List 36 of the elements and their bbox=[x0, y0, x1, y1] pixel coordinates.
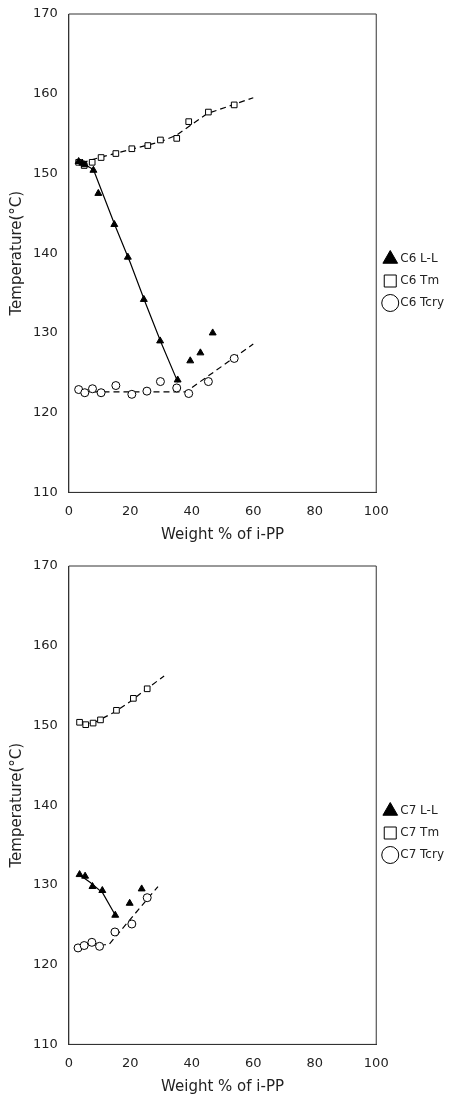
y-tick-label: 160 bbox=[32, 637, 58, 653]
x-tick-label: 0 bbox=[64, 502, 73, 518]
x-tick-label: 80 bbox=[306, 502, 324, 518]
x-tick-label: 0 bbox=[64, 1054, 73, 1070]
x-tick-label: 60 bbox=[245, 1054, 262, 1070]
y-tick-label: 170 bbox=[32, 557, 58, 573]
y-tick-label: 120 bbox=[32, 956, 58, 972]
legend-label: C6 L-L bbox=[400, 251, 438, 266]
x-axis-title: Weight % of i-PP bbox=[161, 524, 285, 543]
x-tick-label: 80 bbox=[306, 1054, 324, 1070]
y-tick-label: 140 bbox=[32, 796, 58, 812]
y-tick-label: 150 bbox=[32, 164, 58, 180]
y-tick-label: 160 bbox=[32, 85, 58, 101]
legend-label: C6 Tm bbox=[400, 273, 440, 288]
legend-label: C7 Tm bbox=[400, 825, 440, 840]
y-tick-label: 170 bbox=[32, 5, 58, 21]
x-tick-label: 20 bbox=[122, 502, 139, 518]
y-tick-label: 120 bbox=[32, 404, 58, 420]
y-tick-label: 140 bbox=[32, 244, 58, 260]
x-tick-label: 100 bbox=[363, 502, 389, 518]
y-tick-label: 110 bbox=[32, 1035, 58, 1051]
x-axis-title: Weight % of i-PP bbox=[161, 1076, 285, 1095]
y-axis-title: Temperature(°C) bbox=[6, 742, 25, 869]
y-axis-title: Temperature(°C) bbox=[6, 190, 25, 317]
legend-label: C6 Tcry bbox=[400, 295, 445, 310]
x-tick-label: 20 bbox=[122, 1054, 139, 1070]
y-tick-label: 130 bbox=[32, 876, 58, 892]
legend-label: C7 Tcry bbox=[400, 847, 445, 862]
y-tick-label: 130 bbox=[32, 324, 58, 340]
x-tick-label: 40 bbox=[183, 502, 201, 518]
y-tick-label: 150 bbox=[32, 716, 58, 732]
x-tick-label: 100 bbox=[363, 1054, 389, 1070]
legend-label: C7 L-L bbox=[400, 803, 438, 818]
x-tick-label: 40 bbox=[183, 1054, 201, 1070]
y-tick-label: 110 bbox=[32, 483, 58, 499]
x-tick-label: 60 bbox=[245, 502, 262, 518]
